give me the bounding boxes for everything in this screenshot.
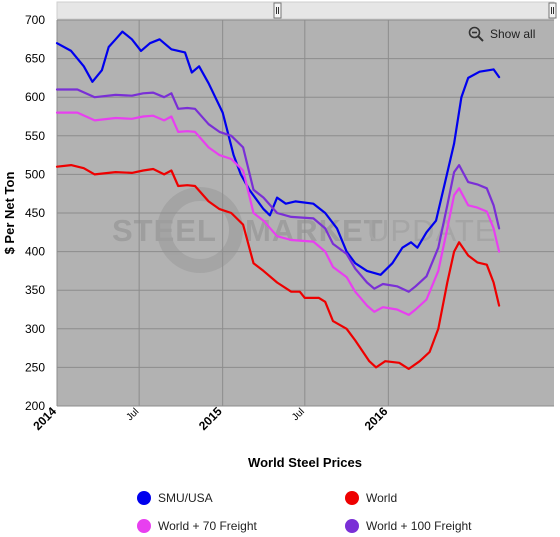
svg-text:STEEL: STEEL (112, 213, 217, 248)
y-tick-label: 650 (25, 52, 45, 66)
legend-item-smu-usa[interactable]: SMU/USA (137, 491, 213, 505)
y-tick-label: 400 (25, 245, 45, 259)
legend-item-world-plus-70[interactable]: World + 70 Freight (137, 519, 257, 533)
navigator-handle-right[interactable] (548, 2, 557, 19)
y-tick-label: 500 (25, 167, 45, 181)
series-line[interactable] (55, 111, 501, 316)
legend-item-world-plus-100[interactable]: World + 100 Freight (345, 519, 472, 533)
y-tick-label: 250 (25, 360, 45, 374)
x-tick-label: Jul (124, 406, 141, 423)
legend-label: World (366, 491, 398, 505)
series-line[interactable] (55, 88, 501, 293)
y-tick-label: 350 (25, 283, 45, 297)
legend-item-world[interactable]: World (345, 491, 397, 505)
legend-marker (137, 519, 151, 533)
x-axis-title: World Steel Prices (248, 455, 362, 470)
legend-label: World + 70 Freight (158, 519, 257, 533)
svg-text:UPDATE: UPDATE (367, 213, 496, 248)
x-tick-label: 2015 (196, 404, 225, 433)
y-tick-label: 550 (25, 129, 45, 143)
legend-marker (345, 491, 359, 505)
x-tick-label: 2016 (362, 404, 391, 433)
show-all-button[interactable]: Show all (468, 26, 535, 42)
series-line[interactable] (55, 164, 501, 370)
navigator-handle-left[interactable] (273, 2, 282, 19)
y-tick-label: 200 (25, 399, 45, 413)
zoom-out-icon (468, 26, 484, 42)
show-all-label: Show all (490, 27, 536, 41)
y-tick-label: 700 (25, 13, 45, 27)
y-axis-title: $ Per Net Ton (2, 172, 17, 255)
legend-marker (137, 491, 151, 505)
legend-label: World + 100 Freight (366, 519, 472, 533)
series-line[interactable] (55, 30, 501, 276)
legend-label: SMU/USA (158, 491, 213, 505)
y-tick-label: 450 (25, 206, 45, 220)
y-tick-label: 600 (25, 90, 45, 104)
legend-marker (345, 519, 359, 533)
navigator-bar[interactable] (56, 1, 555, 20)
x-tick-label: Jul (290, 406, 307, 423)
y-tick-label: 300 (25, 322, 45, 336)
